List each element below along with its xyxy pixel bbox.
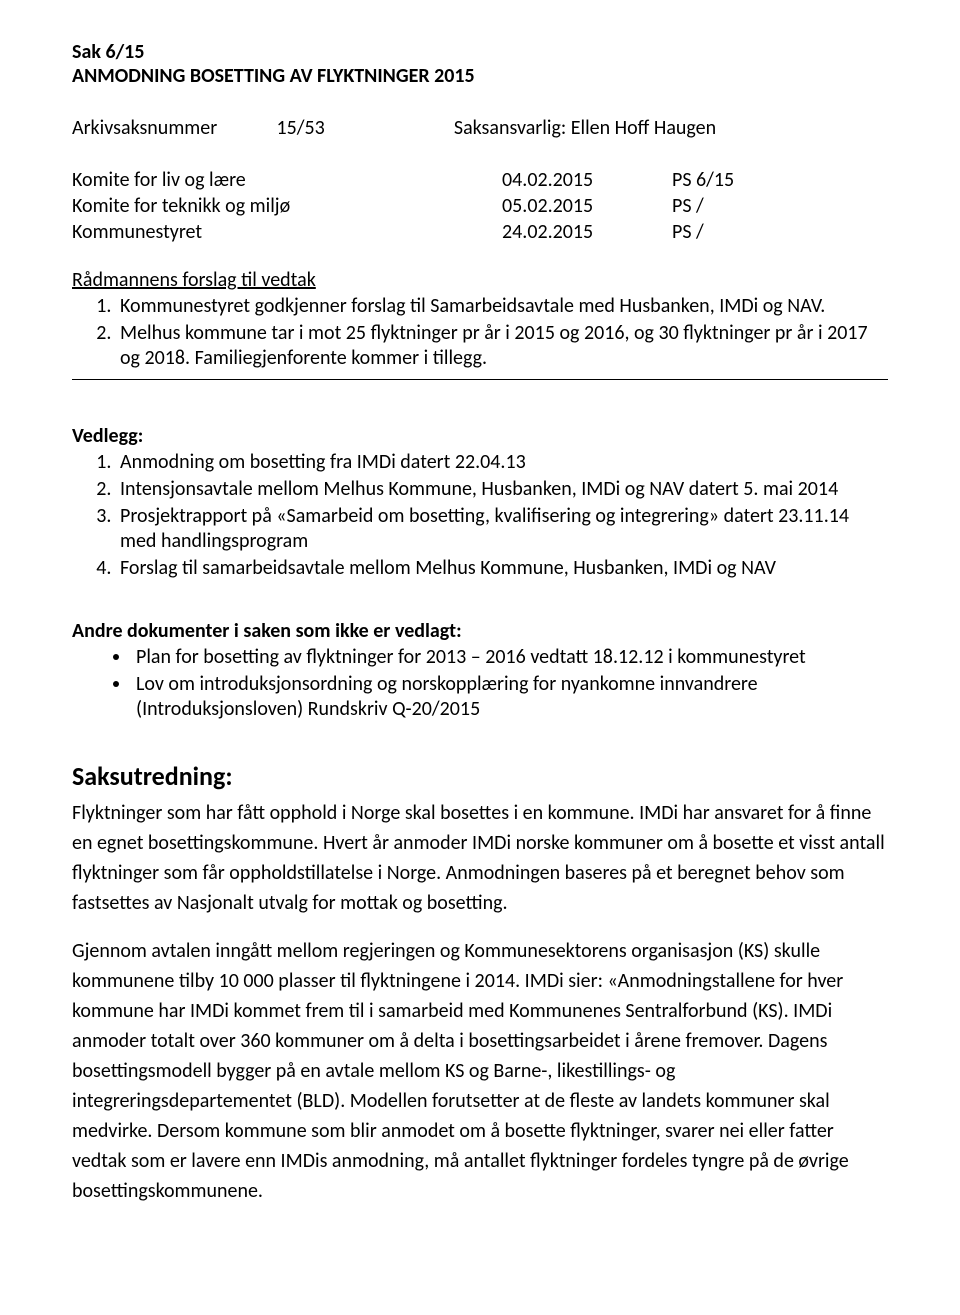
attachments-list: Anmodning om bosetting fra IMDi datert 2… xyxy=(72,450,888,581)
proposal-list: Kommunestyret godkjenner forslag til Sam… xyxy=(72,294,888,371)
other-docs-heading: Andre dokumenter i saken som ikke er ved… xyxy=(72,619,888,643)
proposal-heading: Rådmannens forslag til vedtak xyxy=(72,268,888,292)
list-item: Melhus kommune tar i mot 25 flyktninger … xyxy=(116,321,888,371)
table-row: Kommunestyret 24.02.2015 PS / xyxy=(72,220,772,246)
responsible-label: Saksansvarlig: Ellen Hoff Haugen xyxy=(454,116,716,140)
committee-date: 24.02.2015 xyxy=(502,220,672,246)
list-item: Lov om introduksjonsordning og norskoppl… xyxy=(132,672,888,722)
archive-value: 15/53 xyxy=(277,116,325,140)
list-item: Kommunestyret godkjenner forslag til Sam… xyxy=(116,294,888,319)
committee-name: Komite for teknikk og miljø xyxy=(72,194,502,220)
list-item: Prosjektrapport på «Samarbeid om bosetti… xyxy=(116,504,888,554)
case-title: ANMODNING BOSETTING AV FLYKTNINGER 2015 xyxy=(72,64,888,88)
table-row: Komite for teknikk og miljø 05.02.2015 P… xyxy=(72,194,772,220)
meta-row: Arkivsaksnummer 15/53 Saksansvarlig: Ell… xyxy=(72,116,888,140)
committee-ref: PS / xyxy=(672,194,772,220)
case-number: Sak 6/15 xyxy=(72,40,888,64)
saksutredning-heading: Saksutredning: xyxy=(72,760,888,792)
separator xyxy=(72,379,888,380)
saksutredning-body: Flyktninger som har fått opphold i Norge… xyxy=(72,798,888,1206)
committee-date: 05.02.2015 xyxy=(502,194,672,220)
paragraph: Gjennom avtalen inngått mellom regjering… xyxy=(72,936,888,1206)
committee-name: Komite for liv og lære xyxy=(72,168,502,194)
document-page: Sak 6/15 ANMODNING BOSETTING AV FLYKTNIN… xyxy=(0,0,960,1264)
other-docs-list: Plan for bosetting av flyktninger for 20… xyxy=(72,645,888,722)
committee-ref: PS / xyxy=(672,220,772,246)
attachments-heading: Vedlegg: xyxy=(72,424,888,448)
committee-name: Kommunestyret xyxy=(72,220,502,246)
paragraph: Flyktninger som har fått opphold i Norge… xyxy=(72,798,888,918)
table-row: Komite for liv og lære 04.02.2015 PS 6/1… xyxy=(72,168,772,194)
list-item: Plan for bosetting av flyktninger for 20… xyxy=(132,645,888,670)
committee-ref: PS 6/15 xyxy=(672,168,772,194)
list-item: Forslag til samarbeidsavtale mellom Melh… xyxy=(116,556,888,581)
list-item: Anmodning om bosetting fra IMDi datert 2… xyxy=(116,450,888,475)
committee-table: Komite for liv og lære 04.02.2015 PS 6/1… xyxy=(72,168,772,246)
committee-date: 04.02.2015 xyxy=(502,168,672,194)
archive-label: Arkivsaksnummer xyxy=(72,116,272,140)
list-item: Intensjonsavtale mellom Melhus Kommune, … xyxy=(116,477,888,502)
